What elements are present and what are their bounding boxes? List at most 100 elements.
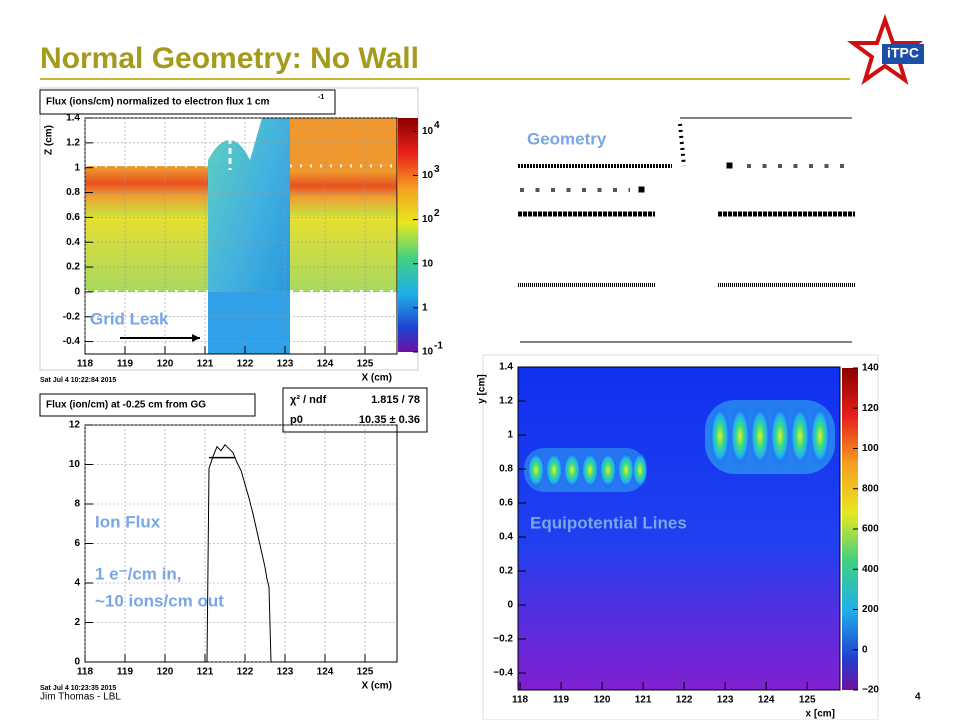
colorbar-label: 10 (422, 258, 434, 269)
colorbar-label: 1 (422, 302, 428, 313)
colorbar-label: 400 (862, 564, 879, 575)
y-tick-label: 0.2 (66, 262, 80, 273)
x-axis-label: X (cm) (361, 373, 392, 384)
x-tick-label: 124 (758, 695, 775, 706)
x-axis-label: X (cm) (361, 681, 392, 692)
colorbar-label: 600 (862, 524, 879, 535)
annotation: ~10 ions/cm out (95, 591, 224, 610)
potential-map (482, 354, 879, 720)
y-tick-label: 0 (74, 287, 80, 298)
y-tick-label: 0.2 (499, 566, 513, 577)
colorbar-label: 10 (422, 126, 434, 137)
timestamp: Sat Jul 4 10:22:84 2015 (40, 377, 116, 384)
x-tick-label: 124 (317, 359, 334, 370)
y-tick-label: 0.8 (499, 464, 513, 475)
stats-value: 10.35 ± 0.36 (359, 414, 420, 426)
x-tick-label: 118 (512, 695, 529, 706)
colorbar-label: 120 (862, 403, 879, 414)
colorbar-label: 0 (862, 644, 868, 655)
stats-name: p0 (290, 414, 303, 426)
x-tick-label: 120 (157, 359, 174, 370)
stats-value: 1.815 / 78 (371, 394, 420, 406)
x-tick-label: 122 (676, 695, 693, 706)
colorbar-label: 200 (862, 604, 879, 615)
x-tick-label: 118 (77, 667, 94, 678)
logo: iTPC (846, 13, 924, 85)
colorbar-label: 10 (422, 347, 434, 358)
y-tick-label: 12 (69, 420, 81, 431)
x-tick-label: 119 (553, 695, 570, 706)
annotation: Ion Flux (95, 512, 161, 531)
flux-map (39, 87, 419, 371)
y-tick-label: 1 (507, 430, 513, 441)
y-tick-label: 8 (74, 499, 80, 510)
x-tick-label: 121 (635, 695, 652, 706)
y-tick-label: 1.4 (499, 362, 513, 373)
x-tick-label: 122 (237, 359, 254, 370)
x-tick-label: 121 (197, 359, 214, 370)
annotation: Grid Leak (90, 309, 169, 328)
y-tick-label: 6 (74, 538, 80, 549)
geometry-panel (518, 117, 855, 343)
x-tick-label: 118 (77, 359, 94, 370)
x-axis-label: x [cm] (806, 709, 835, 720)
y-tick-label: 1 (74, 162, 80, 173)
x-tick-label: 120 (594, 695, 611, 706)
y-tick-label: -0.2 (63, 311, 81, 322)
x-tick-label: 125 (357, 359, 374, 370)
x-tick-label: 124 (317, 667, 334, 678)
annotation: Equipotential Lines (530, 513, 687, 532)
y-tick-label: 0.8 (66, 187, 80, 198)
y-tick-label: 0.4 (499, 532, 513, 543)
y-tick-label: −0.4 (493, 668, 513, 679)
x-tick-label: 119 (117, 667, 134, 678)
x-tick-label: 123 (717, 695, 734, 706)
plot-title: Flux (ion/cm) at -0.25 cm from GG (46, 400, 206, 411)
y-tick-label: 0.6 (66, 212, 80, 223)
x-tick-label: 123 (277, 359, 294, 370)
slide-title: Normal Geometry: No Wall (40, 42, 419, 75)
x-tick-label: 119 (117, 359, 134, 370)
y-tick-label: 2 (74, 617, 80, 628)
y-axis-label: Z (cm) (44, 125, 55, 155)
y-tick-label: -0.4 (63, 336, 81, 347)
x-tick-label: 120 (157, 667, 174, 678)
plot-title-exp: -1 (318, 94, 324, 101)
colorbar-label: 10 (422, 170, 434, 181)
y-tick-label: 1.2 (66, 137, 80, 148)
x-tick-label: 123 (277, 667, 294, 678)
page-number: 4 (915, 692, 921, 703)
colorbar-label-exp: 2 (434, 208, 440, 219)
y-tick-label: 0.6 (499, 498, 513, 509)
colorbar-label: 10 (422, 214, 434, 225)
y-tick-label: 1.2 (499, 396, 513, 407)
footer: Jim Thomas - LBL (40, 692, 121, 703)
colorbar-label: 100 (862, 443, 879, 454)
y-tick-label: 0 (74, 657, 80, 668)
x-tick-label: 121 (197, 667, 214, 678)
plot-frame (517, 366, 841, 691)
x-tick-label: 125 (799, 695, 816, 706)
plot-title: Flux (ions/cm) normalized to electron fl… (46, 97, 269, 108)
geometry-label: Geometry (527, 129, 607, 148)
y-tick-label: 1.4 (66, 113, 80, 124)
annotation: 1 e⁻/cm in, (95, 564, 181, 583)
hist-title-box (39, 393, 256, 417)
colorbar-label: −20 (862, 685, 879, 696)
y-tick-label: 4 (74, 578, 80, 589)
y-axis-label: y [cm] (477, 374, 488, 403)
colorbar-label: 800 (862, 483, 879, 494)
colorbar-label-exp: -1 (434, 341, 443, 352)
y-tick-label: 0.4 (66, 237, 80, 248)
colorbar-label: 140 (862, 363, 879, 374)
colorbar-label-exp: 4 (434, 120, 440, 131)
timestamp: Sat Jul 4 10:23:35 2015 (40, 685, 116, 692)
y-tick-label: −0.2 (493, 634, 513, 645)
x-tick-label: 122 (237, 667, 254, 678)
flux-line (85, 444, 397, 663)
x-tick-label: 125 (357, 667, 374, 678)
colorbar-label-exp: 3 (434, 164, 440, 175)
logo-text: iTPC (887, 45, 919, 61)
stats-name: χ² / ndf (290, 394, 327, 406)
